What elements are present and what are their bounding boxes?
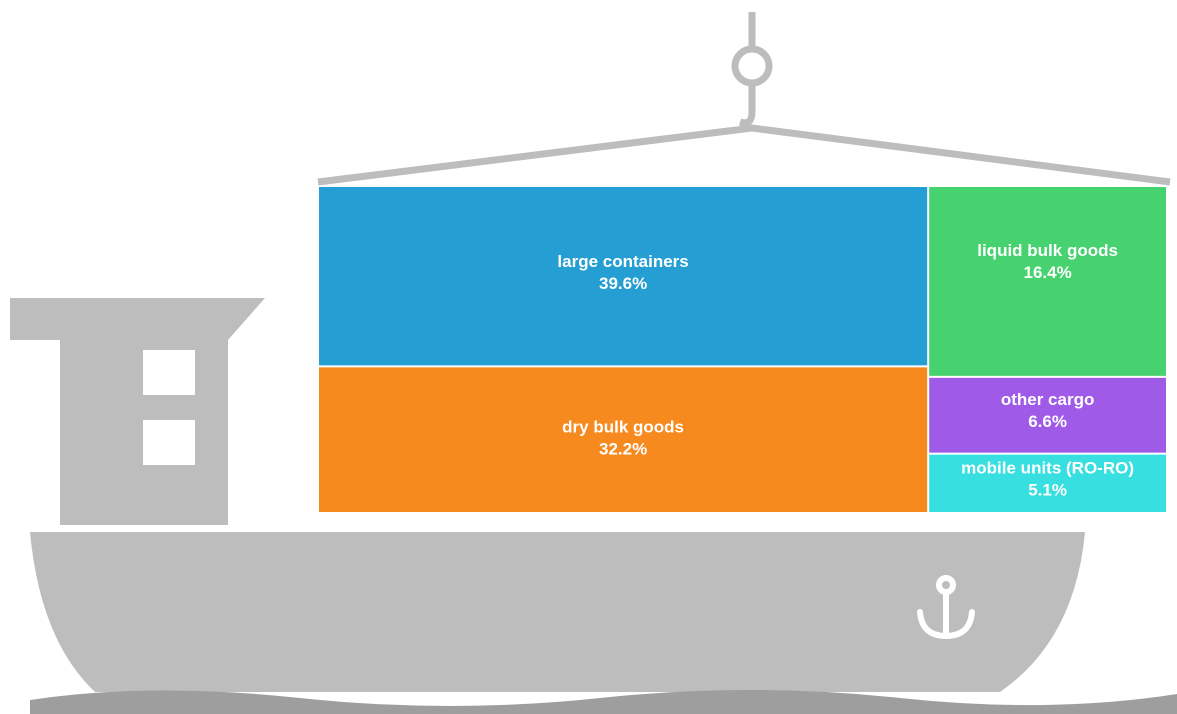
value-label: 32.2% bbox=[599, 439, 647, 458]
cell-label: other cargo bbox=[1001, 390, 1095, 409]
cell-label: liquid bulk goods bbox=[977, 241, 1118, 260]
ship-illustration bbox=[10, 12, 1177, 714]
treemap-cell bbox=[929, 377, 1166, 453]
cell-label: mobile units (RO-RO) bbox=[961, 458, 1134, 477]
value-label: 5.1% bbox=[1028, 480, 1067, 499]
value-label: 6.6% bbox=[1028, 412, 1067, 431]
treemap-cell bbox=[929, 187, 1166, 376]
value-label: 39.6% bbox=[599, 274, 647, 293]
cell-label: dry bulk goods bbox=[562, 417, 684, 436]
treemap-cell bbox=[929, 454, 1166, 512]
treemap-cell bbox=[319, 187, 928, 366]
value-label: 16.4% bbox=[1023, 263, 1071, 282]
cell-label: large containers bbox=[557, 252, 688, 271]
treemap-cell bbox=[319, 367, 928, 512]
